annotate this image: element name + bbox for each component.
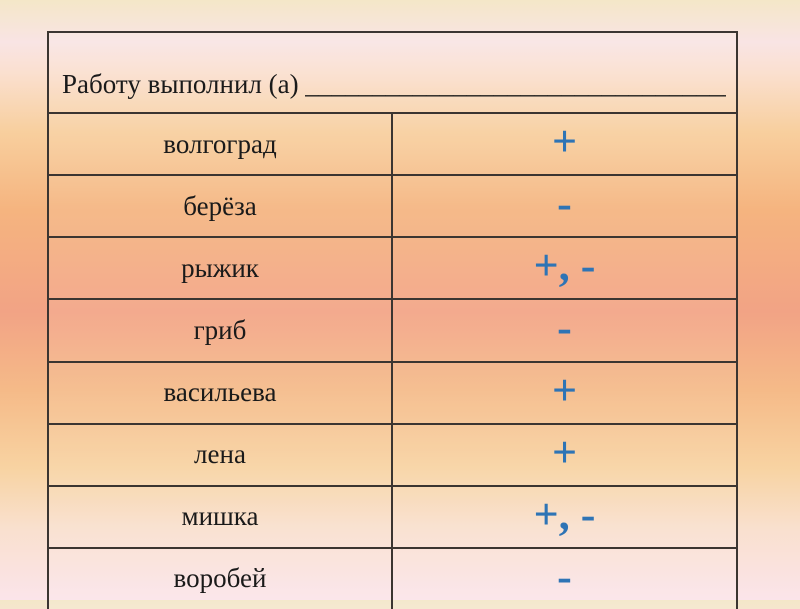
mark-text: - [557, 551, 572, 601]
word-text: рыжик [181, 252, 259, 283]
table-row: мишка +, - [49, 486, 736, 549]
word-text: васильева [163, 377, 277, 408]
word-cell: воробей [49, 548, 393, 609]
word-cell: лена [49, 424, 393, 485]
word-text: волгоград [163, 128, 277, 159]
table-row: васильева + [49, 362, 736, 425]
word-cell: гриб [49, 300, 393, 361]
mark-cell: +, - [393, 487, 736, 547]
mark-cell: - [393, 549, 736, 609]
table-row: воробей - [49, 548, 736, 609]
mark-text: - [557, 179, 572, 229]
completed-by-line: Работу выполнил (а) ____________________… [62, 69, 726, 100]
results-table: Работу выполнил (а) ____________________… [47, 31, 738, 609]
table-row: берёза - [49, 176, 736, 239]
mark-cell: - [393, 300, 736, 360]
word-cell: волгоград [49, 114, 393, 175]
word-text: лена [194, 439, 246, 470]
table-row: рыжик +, - [49, 238, 736, 301]
mark-cell: + [393, 425, 736, 485]
mark-cell: - [393, 176, 736, 236]
mark-text: +, - [533, 241, 596, 291]
completed-by-label: Работу выполнил (а) [62, 69, 299, 99]
mark-text: + [551, 365, 578, 415]
mark-cell: + [393, 114, 736, 174]
word-cell: рыжик [49, 238, 393, 299]
word-text: воробей [173, 563, 267, 594]
signature-blank-line: ______________________________________ [304, 69, 726, 99]
mark-text: +, - [533, 489, 596, 539]
word-text: мишка [181, 501, 259, 532]
word-text: берёза [183, 190, 257, 221]
mark-text: + [551, 117, 578, 167]
mark-text: + [551, 427, 578, 477]
table-row: лена + [49, 424, 736, 487]
table-row: волгоград + [49, 114, 736, 177]
word-cell: берёза [49, 176, 393, 237]
word-text: гриб [193, 314, 247, 345]
table-header-row: Работу выполнил (а) ____________________… [49, 33, 736, 114]
mark-cell: + [393, 363, 736, 423]
table-row: гриб - [49, 300, 736, 363]
mark-text: - [557, 303, 572, 353]
word-cell: мишка [49, 486, 393, 547]
word-cell: васильева [49, 362, 393, 423]
mark-cell: +, - [393, 238, 736, 298]
